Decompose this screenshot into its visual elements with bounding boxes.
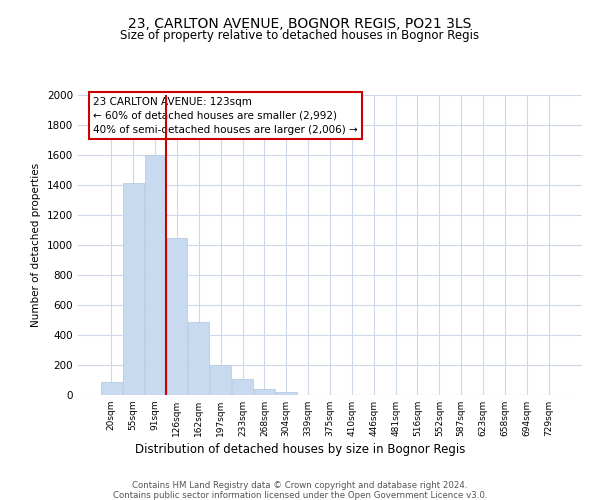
Bar xyxy=(188,322,209,395)
Text: Distribution of detached houses by size in Bognor Regis: Distribution of detached houses by size … xyxy=(135,442,465,456)
Text: Contains public sector information licensed under the Open Government Licence v3: Contains public sector information licen… xyxy=(113,491,487,500)
Text: Size of property relative to detached houses in Bognor Regis: Size of property relative to detached ho… xyxy=(121,29,479,42)
Bar xyxy=(123,183,143,395)
Text: 23, CARLTON AVENUE, BOGNOR REGIS, PO21 3LS: 23, CARLTON AVENUE, BOGNOR REGIS, PO21 3… xyxy=(128,18,472,32)
Bar xyxy=(276,392,296,395)
Bar xyxy=(101,382,122,395)
Bar xyxy=(167,238,187,395)
Bar xyxy=(145,155,166,395)
Text: Contains HM Land Registry data © Crown copyright and database right 2024.: Contains HM Land Registry data © Crown c… xyxy=(132,481,468,490)
Text: 23 CARLTON AVENUE: 123sqm
← 60% of detached houses are smaller (2,992)
40% of se: 23 CARLTON AVENUE: 123sqm ← 60% of detac… xyxy=(93,96,358,134)
Bar xyxy=(232,378,253,395)
Bar xyxy=(254,389,275,395)
Y-axis label: Number of detached properties: Number of detached properties xyxy=(31,163,41,327)
Bar xyxy=(210,365,231,395)
